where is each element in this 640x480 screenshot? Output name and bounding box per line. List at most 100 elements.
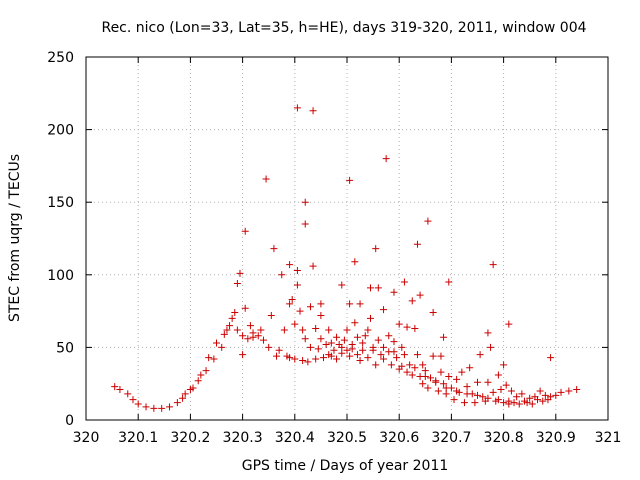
data-point [246,322,254,330]
data-point [325,326,333,334]
data-point [301,198,309,206]
data-point [142,403,150,411]
data-point [416,291,424,299]
data-point [489,388,497,396]
y-axis-label: STEC from uqrg / TECUs [7,154,23,322]
data-point [213,339,220,347]
data-point [398,362,406,370]
data-point [419,361,427,369]
data-point [479,393,487,401]
data-point [296,307,304,315]
data-point [413,351,421,359]
data-point [205,354,213,362]
data-point [218,343,226,351]
data-point [356,356,364,364]
data-point [220,330,228,338]
data-point [158,404,166,412]
y-tick-label: 200 [47,123,74,139]
data-point [254,332,262,340]
data-point [223,326,231,334]
data-point [343,346,351,354]
data-point [338,281,346,289]
data-point [359,339,367,347]
data-point [353,333,361,341]
x-tick-label: 320.9 [536,430,576,446]
x-tick-label: 320.7 [431,430,471,446]
x-tick-label: 320 [73,430,100,446]
data-point [484,329,492,337]
data-points [111,104,581,412]
data-point [351,258,359,266]
data-point [440,333,448,341]
data-point [293,266,301,274]
data-point [317,311,325,319]
data-point [273,352,281,360]
data-point [515,400,523,408]
data-point [309,262,317,270]
data-point [424,384,432,392]
data-point [489,261,497,269]
x-tick-label: 320.1 [118,430,158,446]
data-point [484,394,492,402]
data-point [301,220,309,228]
data-point [460,399,468,407]
data-point [317,335,325,343]
data-point [526,394,534,402]
data-point [312,355,320,363]
data-point [364,354,372,362]
data-point [346,352,354,360]
data-point [505,320,513,328]
data-point [374,284,382,292]
data-point [179,394,187,402]
data-point [280,326,288,334]
data-point [390,288,398,296]
x-tick-label: 320.8 [484,430,524,446]
data-point [432,378,440,386]
data-point [327,339,335,347]
data-point [419,380,427,388]
data-point [189,384,197,392]
data-point [181,390,189,398]
data-point [338,343,346,351]
data-point [372,361,380,369]
data-point [440,380,448,388]
data-point [453,387,461,395]
data-point [299,326,307,334]
data-point [427,374,435,382]
data-point [340,336,348,344]
data-point [403,368,411,376]
data-point [510,399,518,407]
data-point [111,383,119,391]
data-point [301,335,309,343]
data-point [505,397,513,405]
data-point [366,284,374,292]
data-point [202,367,210,375]
data-point [173,399,181,407]
data-point [484,378,492,386]
data-point [437,352,445,360]
data-point [346,300,354,308]
data-point [450,396,458,404]
data-point [507,387,515,395]
x-axis-label: GPS time / Days of year 2011 [242,458,449,474]
data-point [226,322,234,330]
data-point [398,343,406,351]
data-point [322,340,330,348]
data-point [421,372,429,380]
data-point [366,314,374,322]
data-point [270,245,278,253]
y-tick-label: 50 [56,340,74,356]
data-point [387,361,395,369]
data-point [346,176,354,184]
data-point [497,386,505,394]
data-point [233,280,241,288]
data-point [380,355,388,363]
data-point [293,104,301,112]
data-point [194,377,202,385]
data-point [487,343,495,351]
data-point [541,391,549,399]
data-point [474,391,481,399]
data-point [306,343,314,351]
tick-labels: 320 320.1 320.2 320.3 320.4 320.5 320.6 320.7 32… [47,50,621,446]
